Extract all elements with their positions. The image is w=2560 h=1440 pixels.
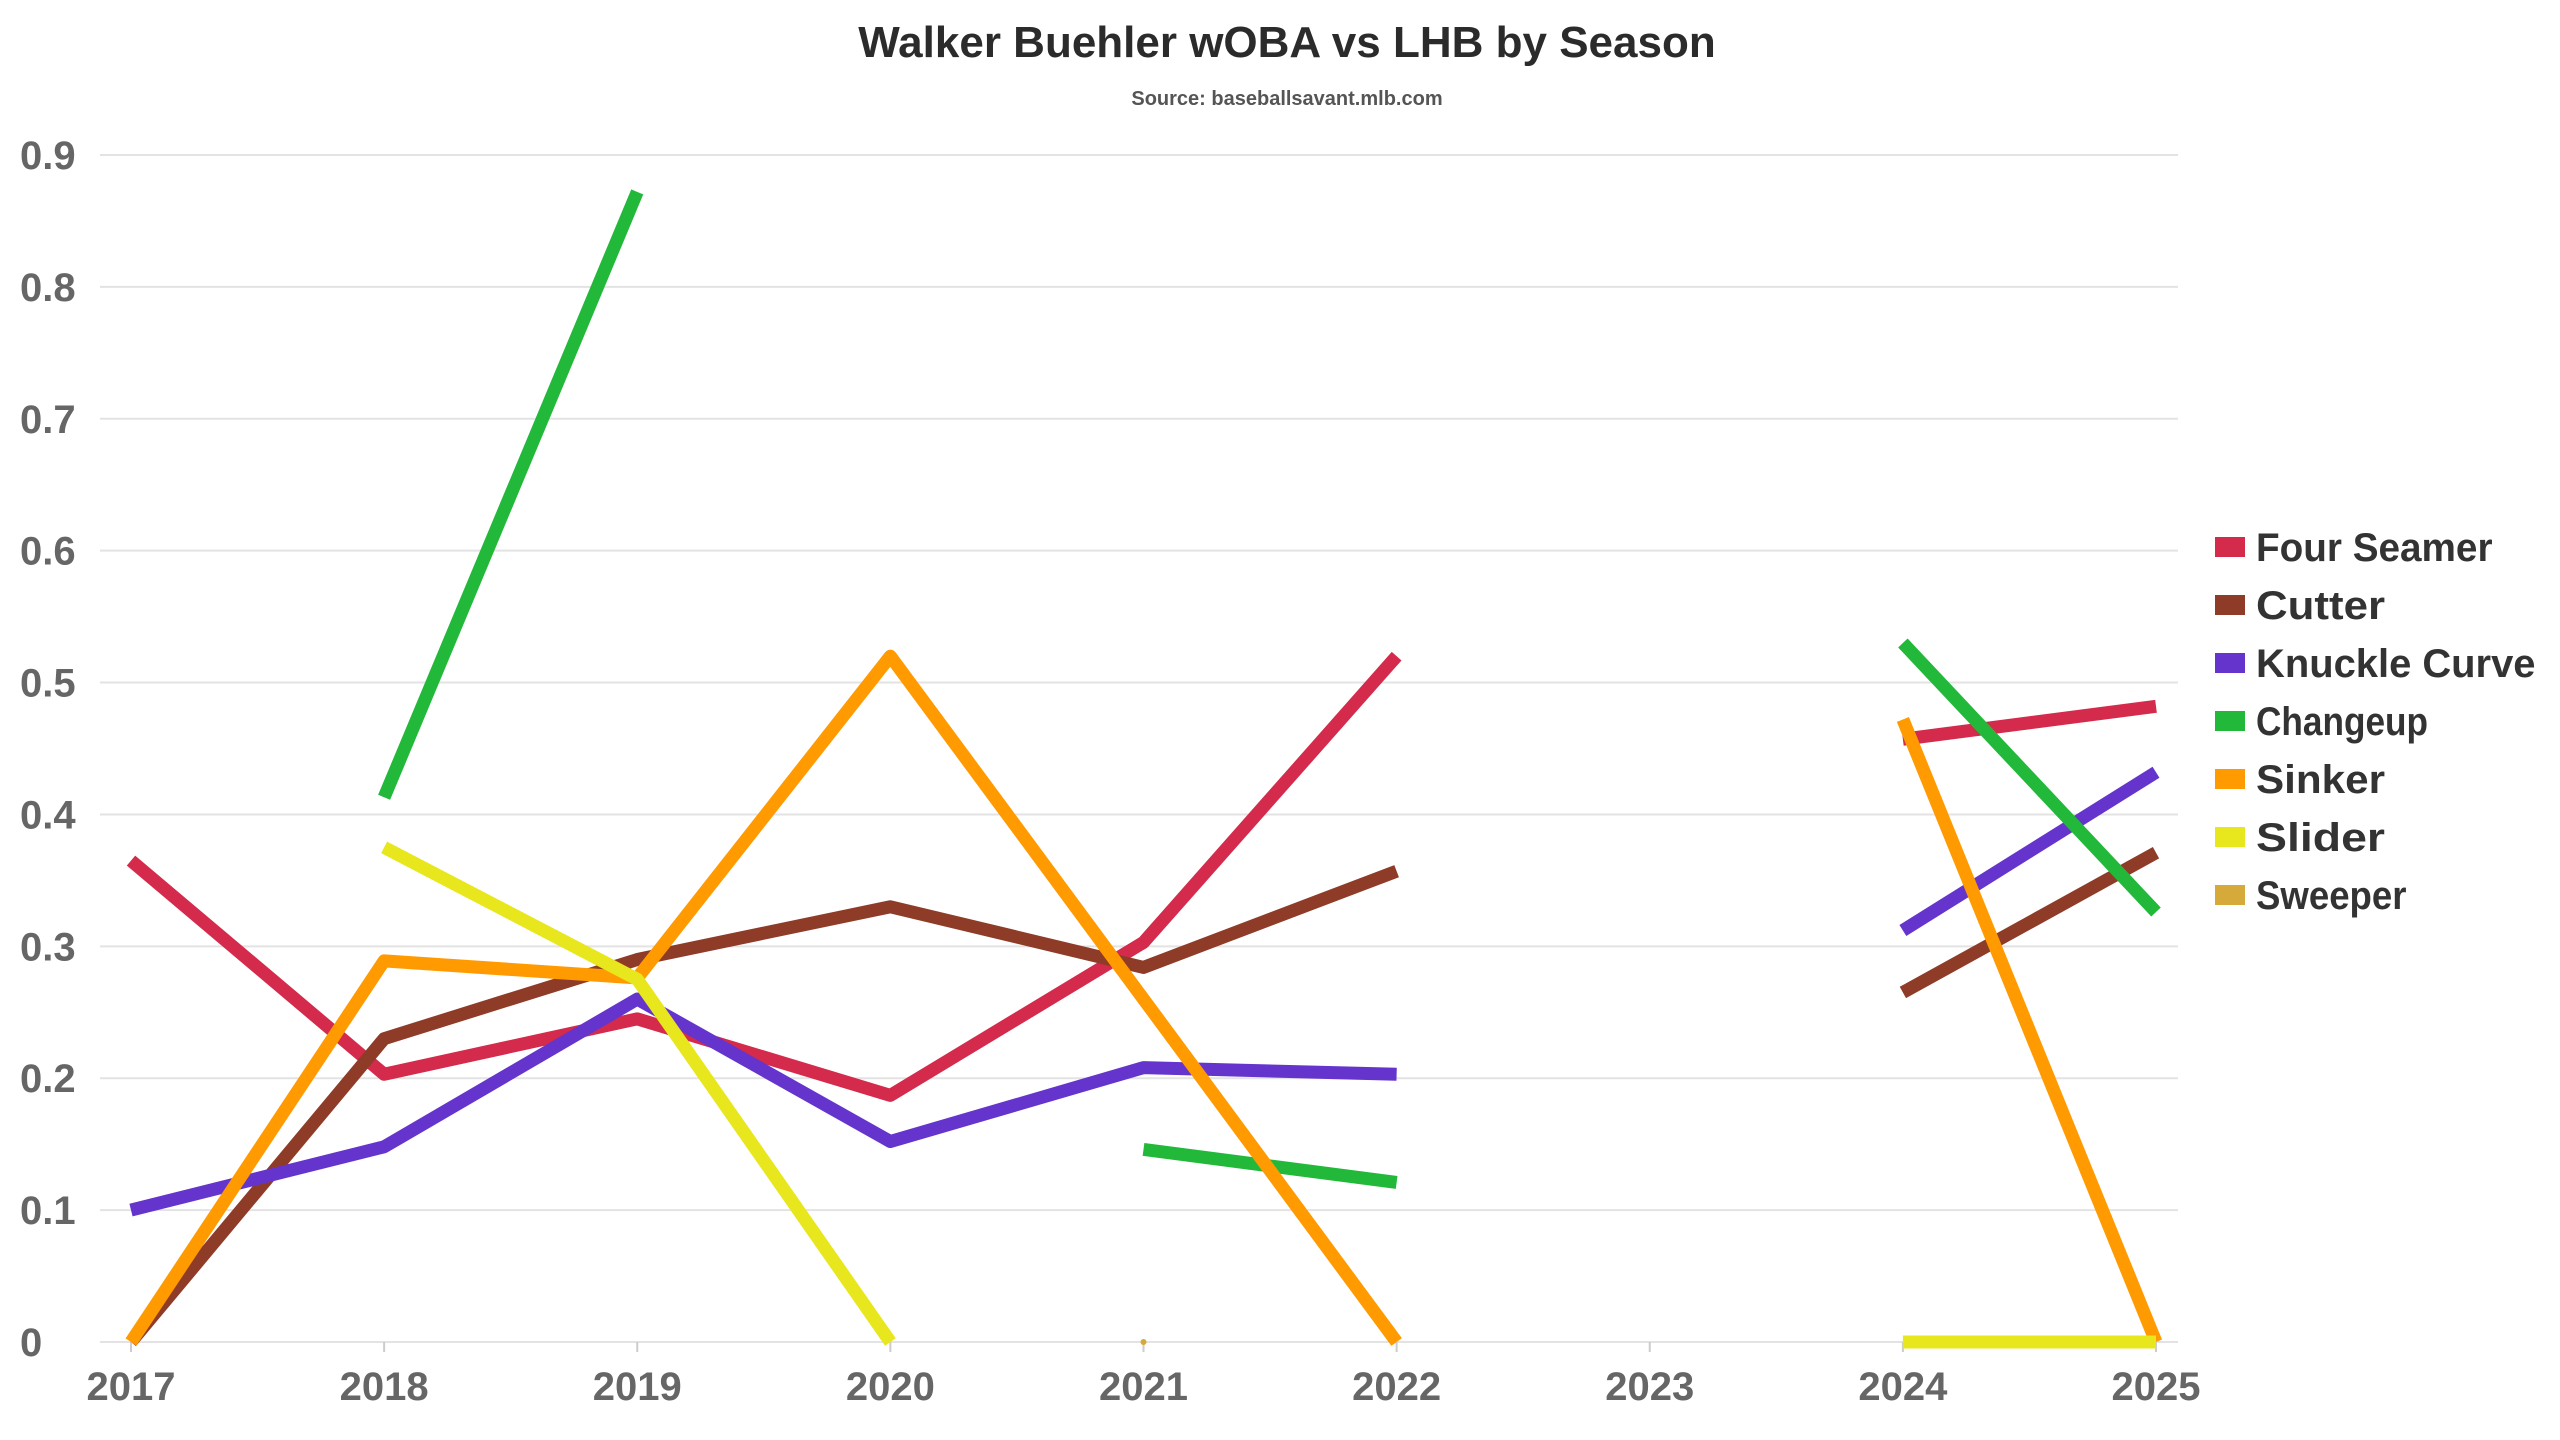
x-tick-label: 2025 [2112, 1365, 2201, 1409]
y-axis-ticks: 0 0.1 0.2 0.3 0.4 0.5 0.6 0.7 0.8 0.9 [20, 134, 76, 1365]
y-tick-label: 0.2 [20, 1057, 76, 1101]
legend-swatch [2215, 537, 2245, 557]
legend-item[interactable]: Cutter [2215, 584, 2385, 628]
legend-item[interactable]: Changeup [2215, 700, 2428, 744]
series-knuckle-curve [129, 766, 2160, 1217]
y-tick-label: 0.3 [20, 925, 76, 969]
y-tick-label: 0 [20, 1321, 42, 1365]
legend-item[interactable]: Sinker [2215, 758, 2385, 802]
y-tick-label: 0.1 [20, 1189, 76, 1233]
legend-swatch [2215, 711, 2245, 731]
chart-title: Walker Buehler wOBA vs LHB by Season [858, 18, 1715, 67]
y-tick-label: 0.7 [20, 398, 76, 442]
series-line-segment [125, 649, 1402, 1346]
x-tick-label: 2022 [1352, 1365, 1441, 1409]
legend-label: Knuckle Curve [2256, 642, 2536, 686]
legend-label: Changeup [2256, 700, 2428, 744]
data-point [1140, 1339, 1147, 1345]
x-tick-label: 2024 [1858, 1365, 1948, 1409]
legend-label: Cutter [2256, 584, 2385, 628]
x-tick-label: 2020 [846, 1365, 935, 1409]
series-changeup [378, 189, 2161, 1189]
y-tick-label: 0.9 [20, 134, 76, 178]
x-tick-label: 2023 [1605, 1365, 1694, 1409]
legend-swatch [2215, 595, 2245, 615]
series-line-segment [378, 189, 644, 800]
legend-swatch [2215, 827, 2245, 847]
y-tick-label: 0.6 [20, 530, 76, 574]
legend-item[interactable]: Knuckle Curve [2215, 642, 2536, 686]
legend-label: Slider [2256, 816, 2385, 860]
series-line-segment [1899, 766, 2160, 937]
chart-subtitle: Source: baseballsavant.mlb.com [1131, 88, 1442, 110]
series-line-segment [129, 992, 1397, 1217]
legend-label: Sinker [2256, 758, 2385, 802]
legend-label: Sweeper [2256, 874, 2407, 918]
x-tick-label: 2021 [1099, 1365, 1188, 1409]
series-line-segment [1898, 638, 2161, 917]
legend-swatch [2215, 769, 2245, 789]
legend-swatch [2215, 885, 2245, 905]
series-slider [381, 841, 2156, 1349]
series-sweeper [1140, 1339, 1147, 1345]
series-line-segment [126, 651, 1402, 1102]
series-line-segment [1896, 717, 2163, 1345]
series-sinker [125, 649, 2163, 1346]
x-axis-ticks: 2017 2018 2019 2020 2021 2022 2023 2024 2025 [87, 1342, 2201, 1409]
y-tick-label: 0.4 [20, 793, 76, 837]
series-four-seamer [126, 651, 2157, 1102]
y-tick-label: 0.5 [20, 662, 76, 706]
series-line-segment [126, 865, 1399, 1347]
x-tick-label: 2019 [593, 1365, 682, 1409]
series-lines [125, 189, 2163, 1349]
y-tick-label: 0.8 [20, 266, 76, 310]
legend-item[interactable]: Four Seamer [2215, 526, 2493, 570]
legend-swatch [2215, 653, 2245, 673]
x-tick-label: 2018 [340, 1365, 429, 1409]
legend-label: Four Seamer [2256, 526, 2493, 570]
series-cutter [126, 847, 2160, 1347]
series-line-segment [381, 841, 896, 1346]
series-line-segment [1902, 699, 2157, 746]
legend-item[interactable]: Slider [2215, 816, 2385, 860]
x-tick-label: 2017 [87, 1365, 176, 1409]
legend: Four Seamer Cutter Knuckle Curve Changeup Si… [2215, 526, 2536, 918]
gridlines [100, 154, 2178, 1343]
legend-item[interactable]: Sweeper [2215, 874, 2407, 918]
